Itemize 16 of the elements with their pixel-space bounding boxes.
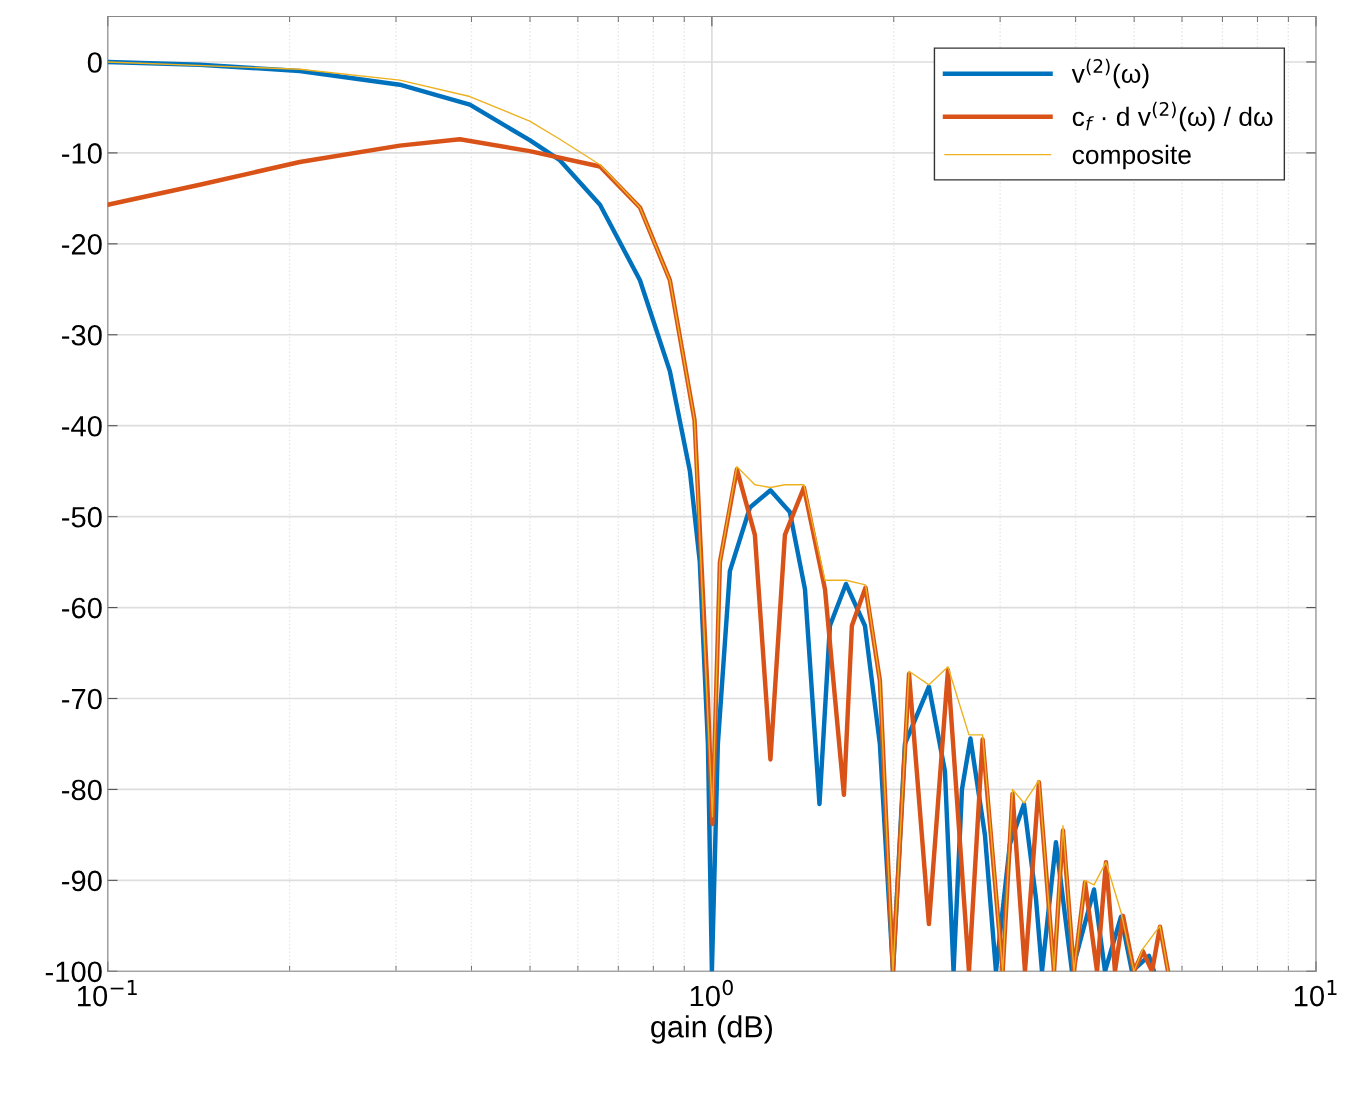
x-tick-label: 10$^{1}$ [1294,980,1337,1007]
y-tick-label: 0 [87,52,102,73]
y-tick-label: -40 [62,415,102,437]
y-tick-label: -60 [62,597,102,619]
y-tick-label: -20 [62,234,102,255]
x-tick-label: 10$^{0}$ [690,979,733,1007]
y-tick-label: -10 [62,143,102,164]
y-tick-label: -50 [62,506,102,528]
y-tick-label: -70 [62,688,102,710]
y-tick-label: -30 [62,324,102,346]
y-tick-label: -90 [62,870,102,892]
legend-label: v$^{(2)}$(ω) [1071,58,1149,89]
legend-label: c$_{f}$ · d v$^{(2)}$(ω) / dω [1072,101,1273,132]
legend-label: composite [1072,144,1191,170]
y-tick-label: -80 [62,779,102,801]
x-axis-title: gain (dB) [651,1015,772,1044]
